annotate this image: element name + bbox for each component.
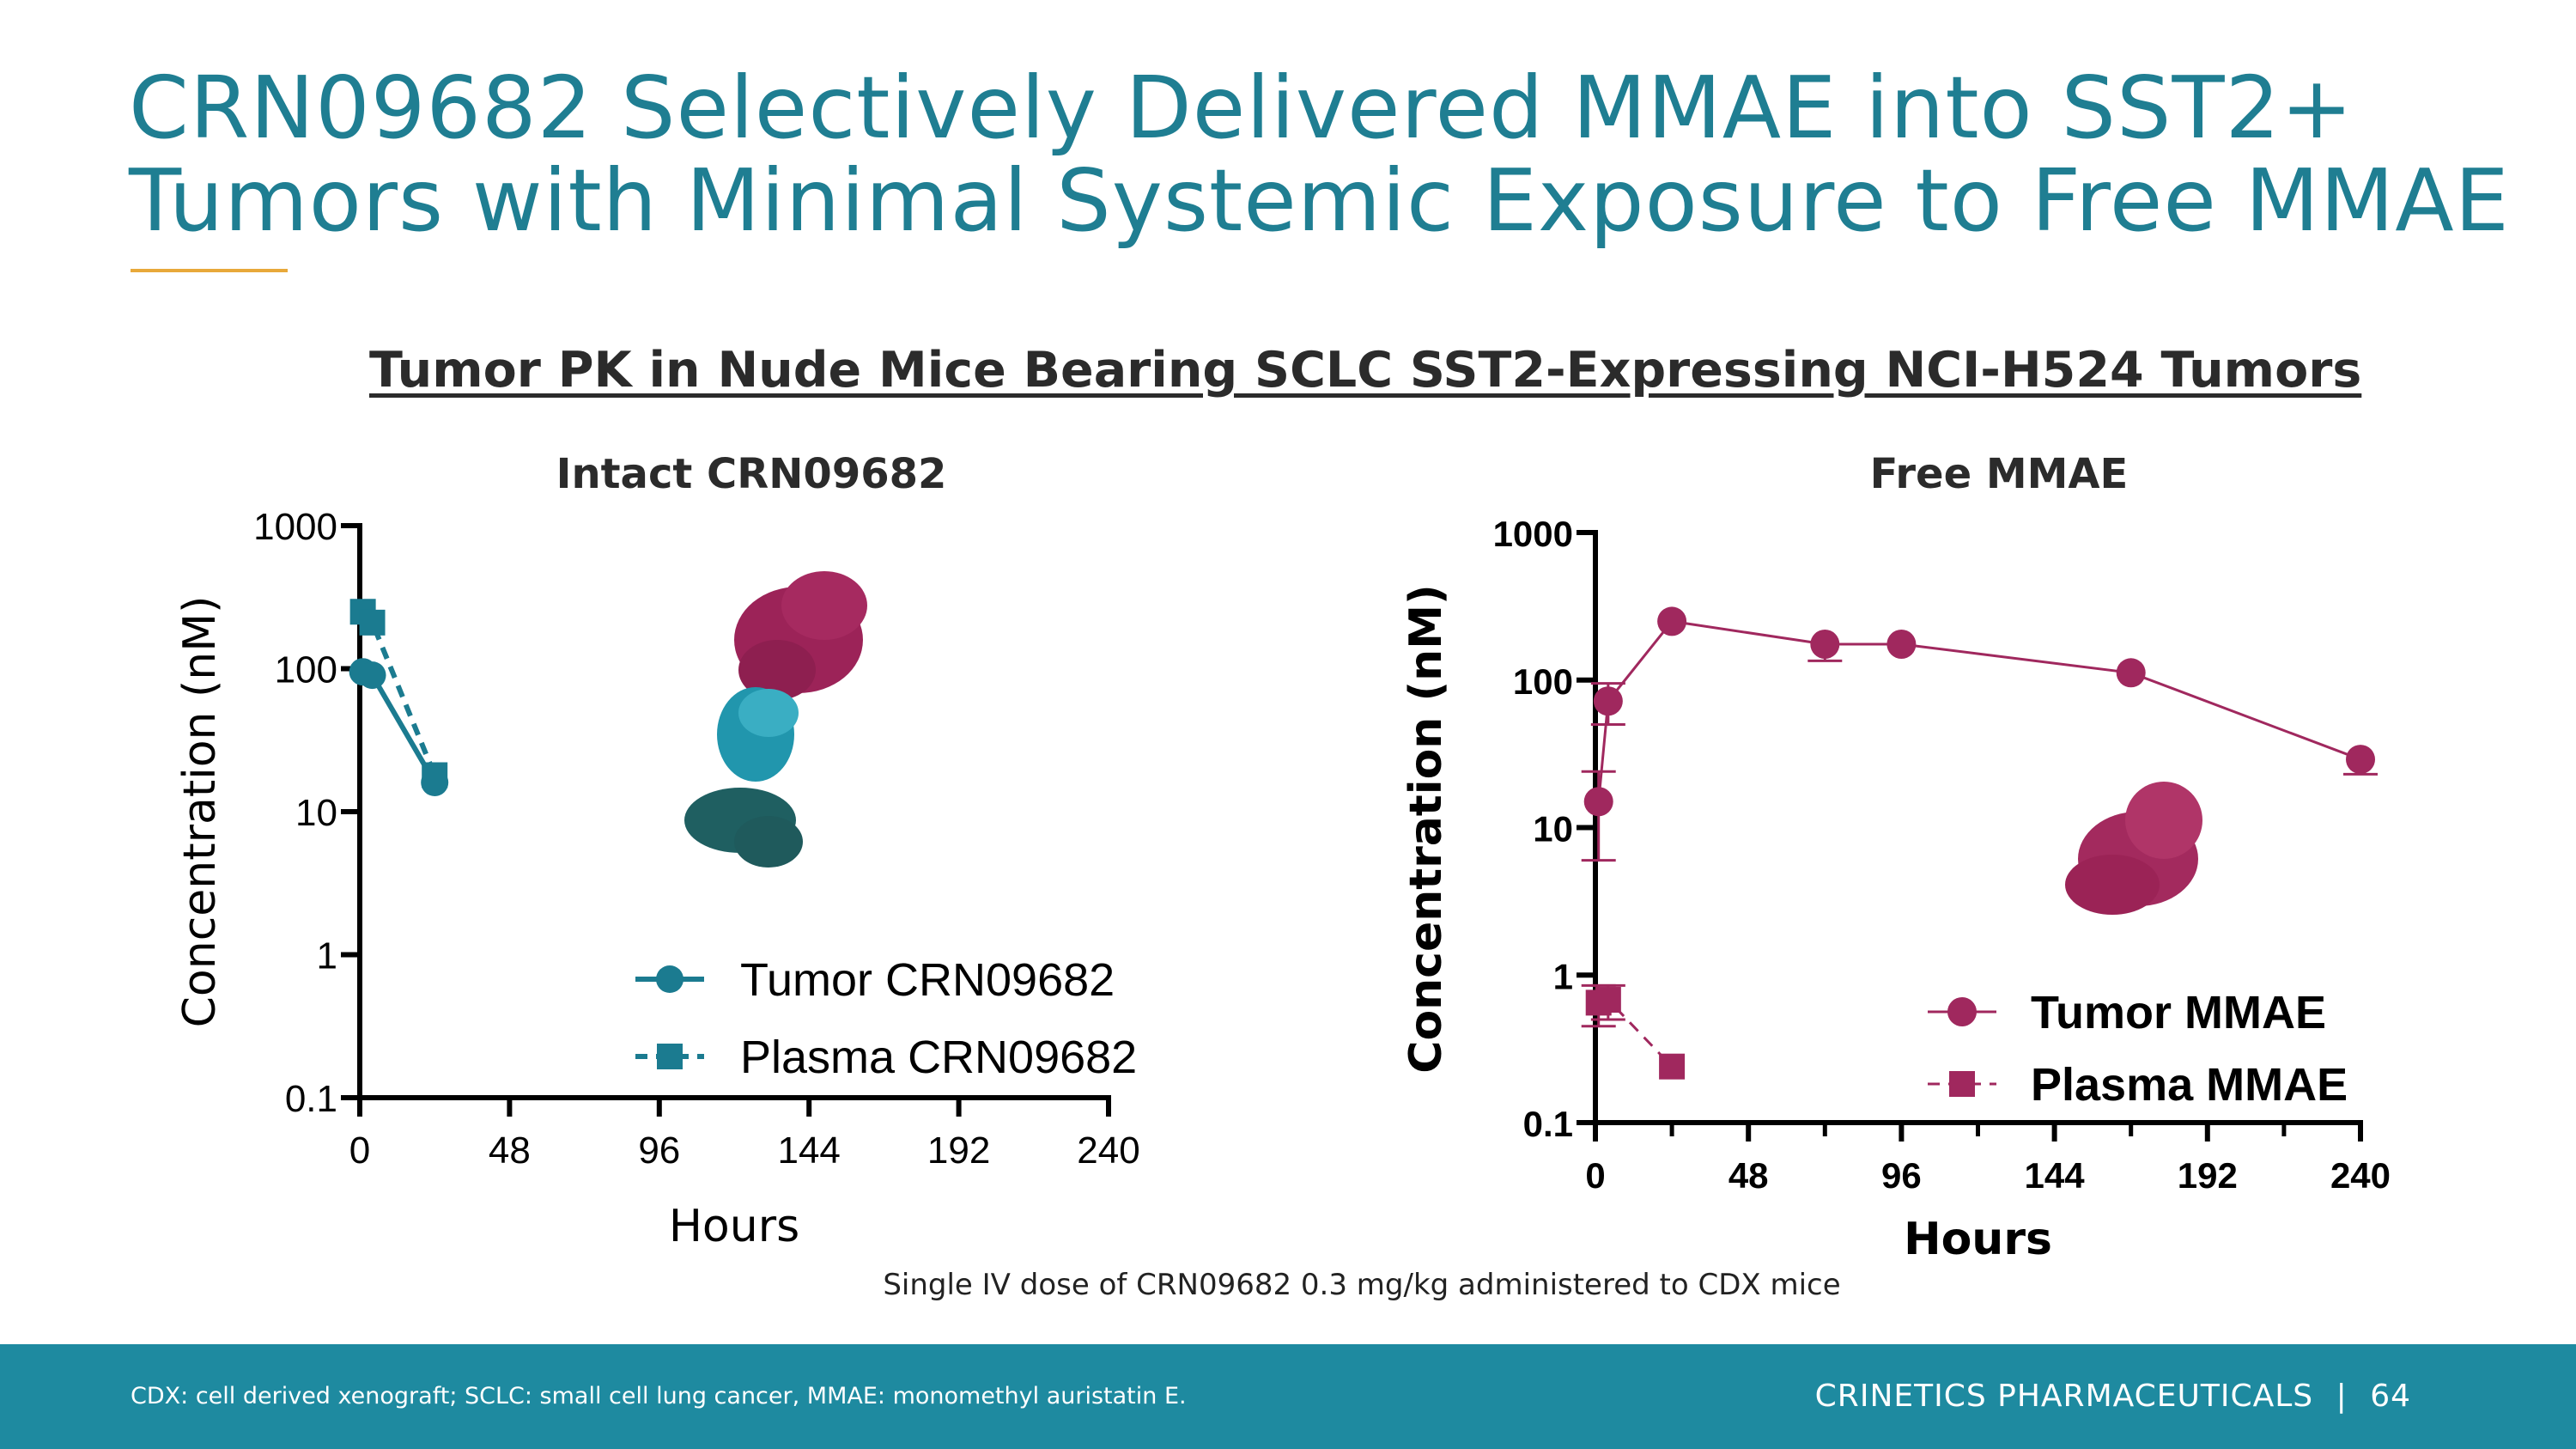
series-line-tumor-mmae bbox=[1597, 619, 2361, 802]
y-tick-label: 100 bbox=[275, 649, 337, 691]
footnote: CDX: cell derived xenograft; SCLC: small… bbox=[131, 1383, 1187, 1409]
x-tick-label: 48 bbox=[489, 1129, 531, 1172]
brand-name: CRINETICS PHARMACEUTICALS bbox=[1814, 1379, 2314, 1414]
chart-intact-crn09682: Intact CRN09682 0.1 1 10 100 1000 0 48 96 144 192 2… bbox=[174, 450, 1140, 1252]
title-line-1: CRN09682 Selectively Delivered MMAE into… bbox=[129, 58, 2354, 158]
y-tick-label: 0.1 bbox=[1523, 1104, 1573, 1144]
data-point-circle bbox=[2346, 745, 2375, 775]
title-line-2: Tumors with Minimal Systemic Exposure to… bbox=[129, 150, 2510, 251]
data-point-square bbox=[359, 609, 386, 636]
data-point-circle bbox=[1810, 630, 1840, 660]
x-tick-label: 0 bbox=[349, 1129, 370, 1172]
series-line-plasma-crn09682 bbox=[361, 610, 437, 776]
legend-marker-circle bbox=[656, 965, 683, 993]
y-axis-label: Concentration (nM) bbox=[174, 596, 226, 1028]
chart-free-mmae: Free MMAE 0.1 1 10 100 1000 0 48 96 144 192 240 Conc… bbox=[1400, 450, 2391, 1265]
x-tick-label: 0 bbox=[1585, 1155, 1605, 1196]
x-tick-label: 144 bbox=[2025, 1155, 2086, 1196]
data-point-circle bbox=[2116, 658, 2146, 688]
x-axis-label: Hours bbox=[1904, 1214, 2052, 1265]
x-tick-label: 240 bbox=[1077, 1129, 1139, 1172]
data-point-circle bbox=[1657, 606, 1687, 636]
footer-bar: CDX: cell derived xenograft; SCLC: small… bbox=[0, 1344, 2576, 1449]
x-tick-label: 192 bbox=[2178, 1155, 2238, 1196]
title-accent-line bbox=[131, 269, 288, 272]
dose-caption: Single IV dose of CRN09682 0.3 mg/kg adm… bbox=[883, 1268, 1841, 1302]
y-tick-label: 1000 bbox=[253, 506, 337, 548]
data-point-circle bbox=[1886, 630, 1917, 660]
x-tick-label: 96 bbox=[1881, 1155, 1922, 1196]
chart-title: Intact CRN09682 bbox=[556, 450, 947, 498]
mmae-molecule-icon bbox=[2065, 782, 2202, 915]
slide-title: CRN09682 Selectively Delivered MMAE into… bbox=[129, 62, 2510, 247]
legend-label: Plasma CRN09682 bbox=[740, 1032, 1137, 1083]
y-axis-label: Concentration (nM) bbox=[1400, 584, 1452, 1073]
data-point-square bbox=[1659, 1053, 1686, 1080]
data-point-circle bbox=[1593, 686, 1623, 716]
section-subtitle: Tumor PK in Nude Mice Bearing SCLC SST2-… bbox=[369, 342, 2362, 399]
y-tick-label: 10 bbox=[1533, 809, 1573, 849]
footer-brand: CRINETICS PHARMACEUTICALS | 64 bbox=[1815, 1379, 2411, 1414]
data-point-square bbox=[1595, 987, 1621, 1014]
legend-marker-square bbox=[1949, 1071, 1975, 1097]
y-tick-label: 1 bbox=[1553, 956, 1573, 996]
legend-label: Tumor MMAE bbox=[2031, 987, 2326, 1038]
y-tick-label: 10 bbox=[295, 792, 337, 834]
x-tick-label: 192 bbox=[927, 1129, 990, 1172]
x-tick-label: 144 bbox=[777, 1129, 840, 1172]
legend-label: Plasma MMAE bbox=[2031, 1059, 2348, 1111]
y-tick-label: 1 bbox=[317, 935, 337, 977]
x-tick-label: 240 bbox=[2330, 1155, 2391, 1196]
x-axis-label: Hours bbox=[669, 1201, 799, 1252]
data-point-circle bbox=[1583, 787, 1613, 817]
legend-marker-square bbox=[657, 1044, 683, 1069]
chart-title: Free MMAE bbox=[1870, 450, 2129, 498]
data-point-square bbox=[422, 762, 448, 788]
y-tick-label: 0.1 bbox=[285, 1078, 337, 1120]
separator: | bbox=[2336, 1379, 2348, 1414]
legend-marker-circle bbox=[1947, 997, 1977, 1026]
antibody-molecule-icon bbox=[684, 571, 867, 868]
x-tick-label: 96 bbox=[638, 1129, 680, 1172]
data-point-circle bbox=[358, 661, 386, 690]
x-tick-label: 48 bbox=[1728, 1155, 1769, 1196]
y-tick-label: 100 bbox=[1513, 661, 1573, 702]
legend-label: Tumor CRN09682 bbox=[740, 954, 1115, 1006]
page-number: 64 bbox=[2370, 1379, 2411, 1414]
y-tick-label: 1000 bbox=[1493, 514, 1573, 554]
